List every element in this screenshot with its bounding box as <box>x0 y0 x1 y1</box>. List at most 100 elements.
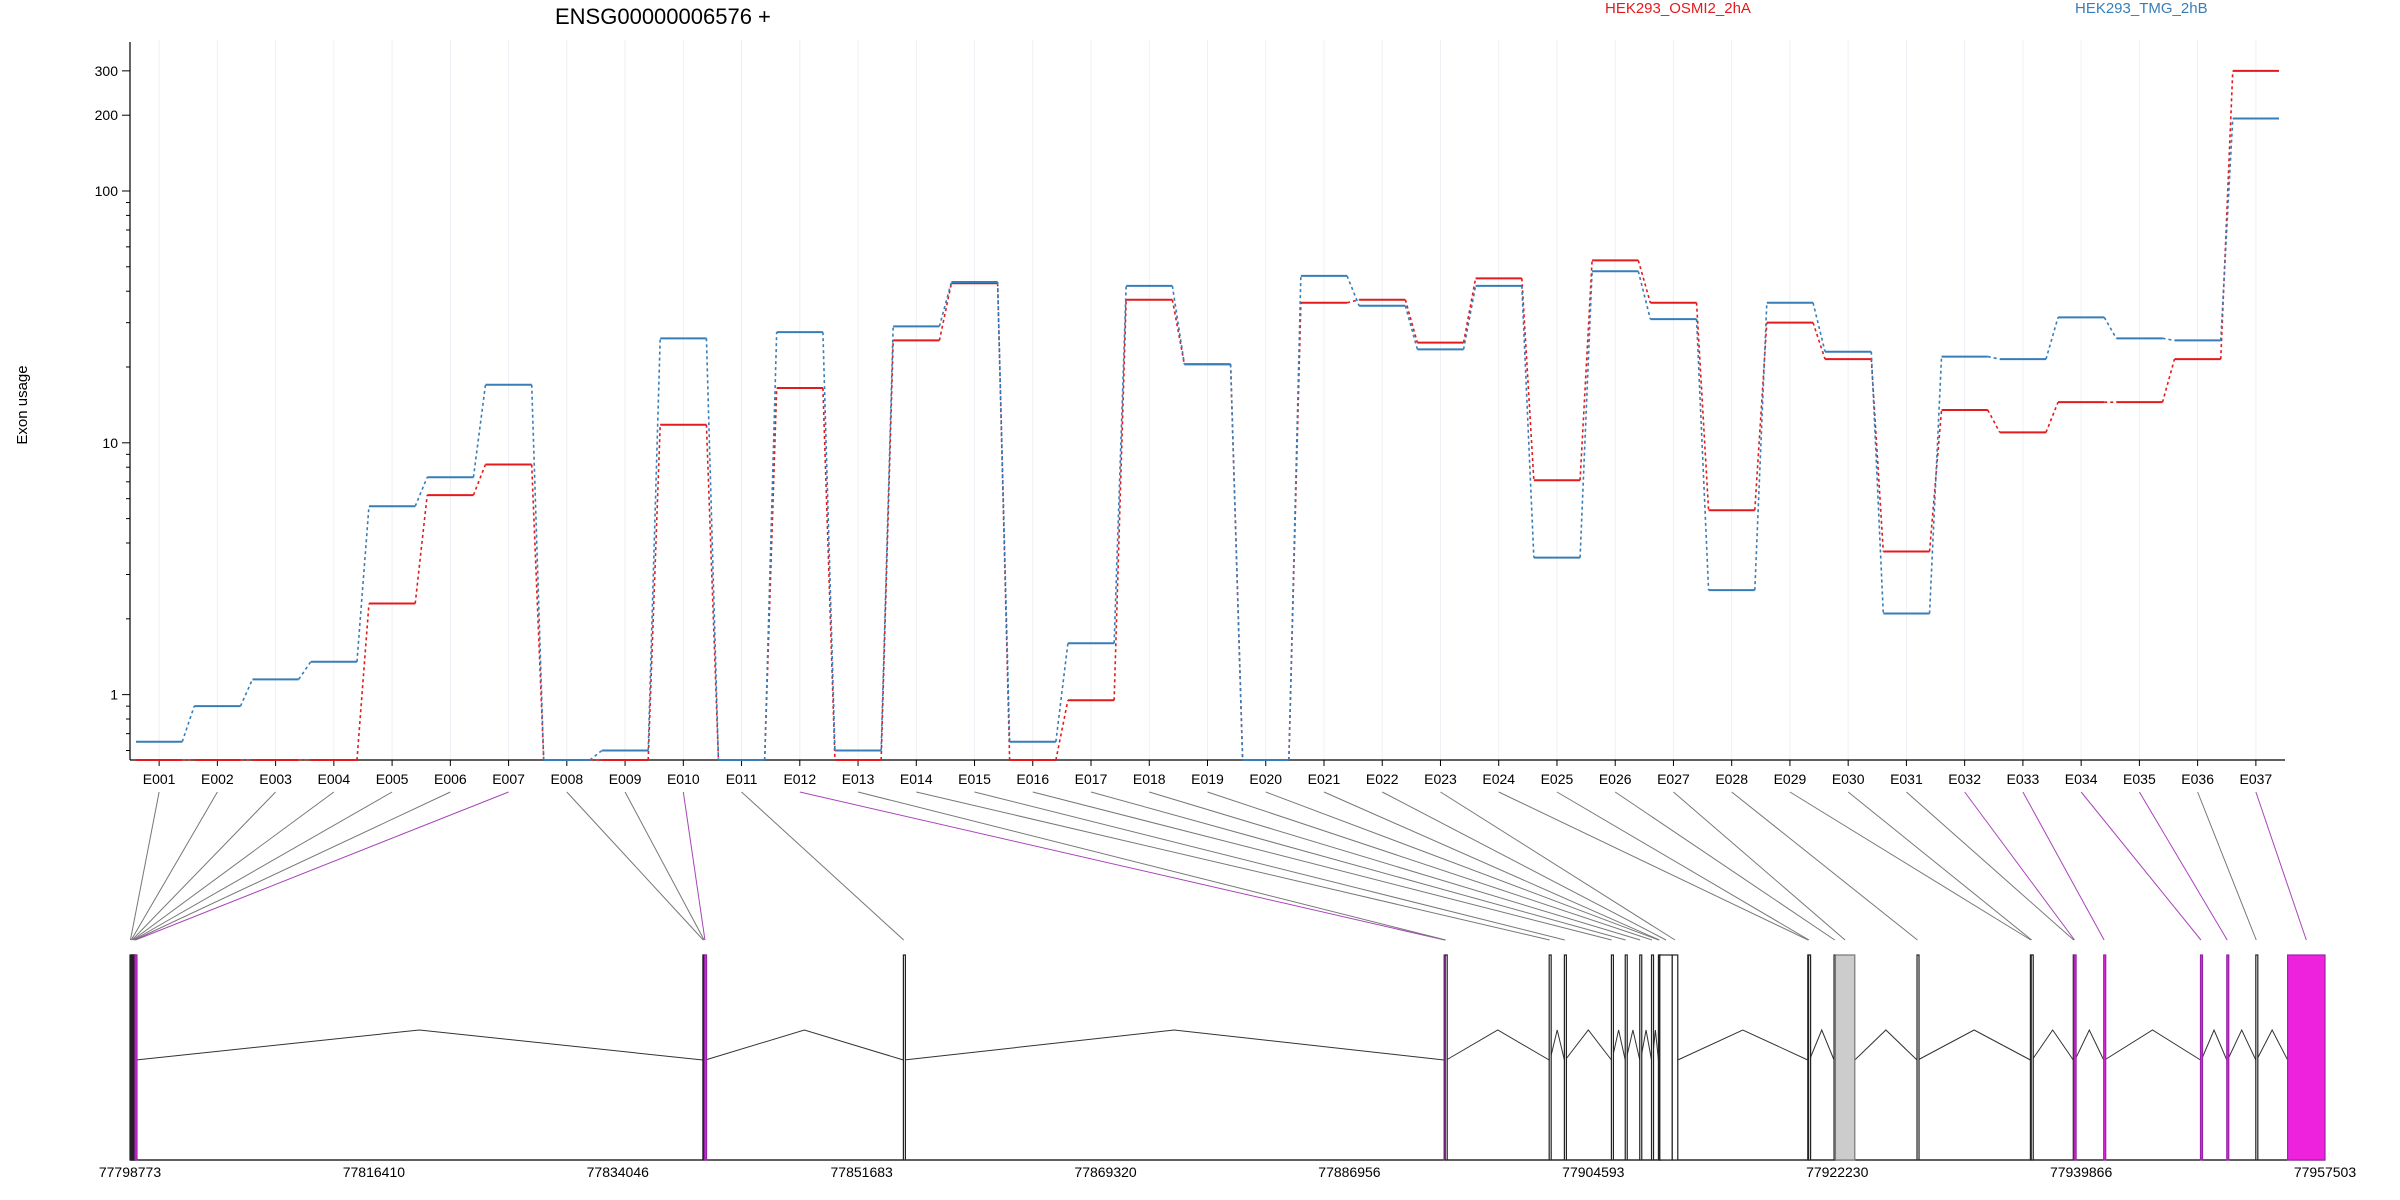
series-connector <box>298 661 312 680</box>
y-tick-label: 1 <box>110 687 118 703</box>
exon-connector <box>741 791 905 941</box>
y-tick-label: 100 <box>95 183 119 199</box>
x-tick-label: E016 <box>1016 771 1049 787</box>
series-connector <box>1637 260 1652 303</box>
series-connector <box>1928 356 1943 614</box>
legend-entry: HEK293_OSMI2_2hA <box>1605 0 1751 17</box>
exon-block <box>1650 954 1655 1161</box>
exon-connector <box>1323 791 1660 941</box>
exon-block <box>1639 954 1643 1161</box>
series-connector <box>1521 285 1535 558</box>
x-tick-label: E015 <box>958 771 991 787</box>
coordinate-label: 77939866 <box>2050 1164 2113 1180</box>
exon-connector <box>1731 791 1918 941</box>
x-tick-label: E029 <box>1774 771 1807 787</box>
series-connector <box>880 326 894 751</box>
x-tick-label: E034 <box>2065 771 2098 787</box>
series-connector <box>880 340 894 761</box>
x-tick-label: E022 <box>1366 771 1399 787</box>
x-tick-label: E017 <box>1075 771 1108 787</box>
x-tick-label: E033 <box>2007 771 2040 787</box>
exon-block <box>1548 954 1552 1161</box>
x-tick-label: E025 <box>1541 771 1574 787</box>
exon-connector <box>132 791 335 941</box>
series-connector <box>1870 351 1885 614</box>
x-tick-label: E037 <box>2240 771 2273 787</box>
series-connector <box>822 332 836 751</box>
x-tick-label: E004 <box>317 771 350 787</box>
exon-block <box>1808 954 1812 1161</box>
exon-connector <box>1556 791 1810 941</box>
y-axis-label: Exon usage <box>14 365 31 444</box>
series-connector <box>2219 118 2234 341</box>
exon-connector <box>1673 791 1846 941</box>
exon-block <box>1834 954 1856 1161</box>
x-tick-label: E010 <box>667 771 700 787</box>
exon-block <box>1610 954 1615 1161</box>
exon-connector <box>916 791 1550 941</box>
series-connector <box>1812 322 1826 360</box>
series-connector <box>1404 305 1419 350</box>
series-connector <box>1346 298 1360 304</box>
x-tick-label: E032 <box>1948 771 1981 787</box>
series-connector <box>647 424 661 761</box>
exon-connector <box>1906 791 2075 941</box>
series-connector <box>2219 70 2234 360</box>
series-connector <box>1521 278 1535 481</box>
exon-block <box>2287 954 2326 1161</box>
exon-block <box>1671 954 1679 1161</box>
series-connector <box>1579 260 1593 481</box>
series-connector <box>1695 319 1710 591</box>
series-connector <box>1113 299 1127 701</box>
x-tick-label: E007 <box>492 771 525 787</box>
coordinate-label: 77816410 <box>343 1164 406 1180</box>
exon-connector <box>1149 791 1641 941</box>
exon-connector <box>2255 791 2307 941</box>
series-connector <box>1987 355 2000 360</box>
x-tick-label: E018 <box>1133 771 1166 787</box>
x-tick-label: E036 <box>2181 771 2214 787</box>
exon-connector <box>1789 791 2032 941</box>
exon-connector <box>1847 791 2032 941</box>
exon-block <box>134 954 138 1161</box>
series-connector <box>705 424 720 761</box>
exon-connector <box>1207 791 1653 941</box>
exon-connector <box>857 791 1446 941</box>
series-connector <box>1055 700 1069 761</box>
series-connector <box>1812 302 1826 352</box>
series-connector <box>1637 271 1652 320</box>
series-connector <box>2161 358 2176 403</box>
x-tick-label: E001 <box>143 771 176 787</box>
intron-line <box>1854 1029 1918 1061</box>
chart-title: ENSG00000006576 + <box>555 4 771 29</box>
exon-block <box>1563 954 1567 1161</box>
intron-line <box>1640 1029 1653 1061</box>
intron-line <box>1808 1028 1835 1061</box>
coordinate-label: 77869320 <box>1074 1164 1137 1180</box>
intron-line <box>2031 1029 2074 1061</box>
series-connector <box>1171 299 1186 365</box>
x-tick-label: E030 <box>1832 771 1865 787</box>
coordinate-label: 77851683 <box>831 1164 894 1180</box>
y-tick-label: 300 <box>95 63 119 79</box>
x-tick-label: E023 <box>1424 771 1457 787</box>
exon-connector <box>134 791 451 941</box>
coordinate-label: 77798773 <box>99 1164 162 1180</box>
x-tick-label: E012 <box>783 771 816 787</box>
intron-line <box>2256 1028 2289 1061</box>
intron-line <box>2227 1028 2257 1061</box>
exon-block <box>2199 954 2204 1161</box>
series-connector <box>1987 409 2001 433</box>
exon-connector <box>1498 791 1809 941</box>
exon-connector <box>2022 791 2105 941</box>
series-connector <box>1055 643 1069 742</box>
coordinate-label: 77834046 <box>587 1164 650 1180</box>
exon-connector <box>1090 791 1626 941</box>
exon-connector <box>1032 791 1612 941</box>
intron-line <box>705 1029 904 1061</box>
intron-line <box>1917 1029 2031 1061</box>
coordinate-label: 77922230 <box>1806 1164 1869 1180</box>
intron-line <box>135 1029 703 1061</box>
intron-line <box>1625 1029 1641 1061</box>
